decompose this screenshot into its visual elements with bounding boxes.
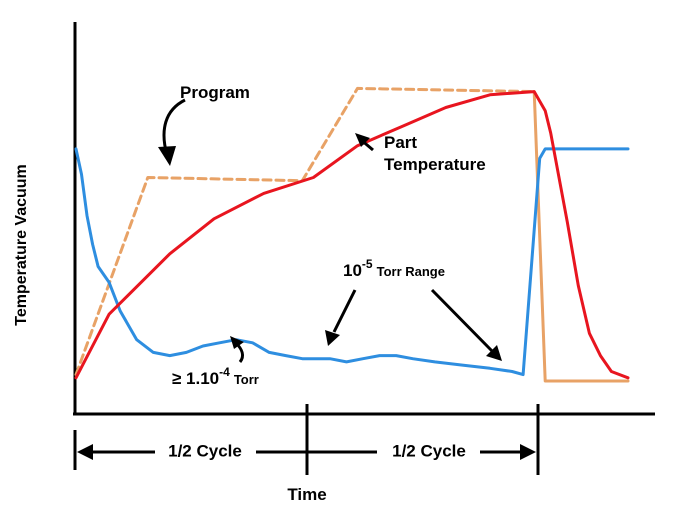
series-program-end-line bbox=[532, 90, 630, 383]
part-temperature-arrow-head bbox=[355, 133, 370, 147]
series-program-line bbox=[74, 86, 536, 377]
torr-range-exponent: -5 bbox=[362, 257, 373, 271]
torr-range-arrow-left-head bbox=[325, 330, 340, 346]
temperature-label: Temperature bbox=[384, 155, 486, 174]
series-vacuum-line bbox=[74, 147, 630, 377]
low-torr-suffix: Torr bbox=[234, 372, 259, 387]
low-torr-base: ≥ 1.10 bbox=[172, 369, 219, 388]
cycle-1-label: 1/2 Cycle bbox=[168, 441, 242, 460]
torr-range-arrow-right bbox=[430, 288, 495, 354]
y-axis-label: Temperature Vacuum bbox=[13, 164, 30, 326]
part-label: Part bbox=[384, 133, 417, 152]
program-label: Program bbox=[180, 83, 250, 102]
torr-range-arrow-left bbox=[332, 289, 357, 333]
low-torr-exponent: -4 bbox=[219, 365, 230, 379]
x-axis-label: Time bbox=[287, 485, 326, 504]
program-arrow-head bbox=[158, 146, 176, 166]
series-part-temperature-line bbox=[74, 90, 630, 380]
cycle-2-label: 1/2 Cycle bbox=[392, 441, 466, 460]
series-layer bbox=[74, 86, 630, 383]
low-torr-label: ≥ 1.10-4 Torr bbox=[172, 365, 259, 388]
torr-range-arrow-right-head bbox=[486, 345, 502, 361]
torr-range-base: 10 bbox=[343, 261, 362, 280]
cycle-2-arrow-right bbox=[520, 444, 536, 460]
low-torr-arrow-head bbox=[230, 336, 244, 349]
torr-range-suffix: Torr Range bbox=[377, 264, 445, 279]
torr-range-label: 10-5 Torr Range bbox=[343, 257, 445, 280]
annotation-arrows bbox=[158, 98, 502, 363]
cycle-markers bbox=[73, 404, 540, 475]
cycle-1-arrow-left bbox=[77, 444, 93, 460]
